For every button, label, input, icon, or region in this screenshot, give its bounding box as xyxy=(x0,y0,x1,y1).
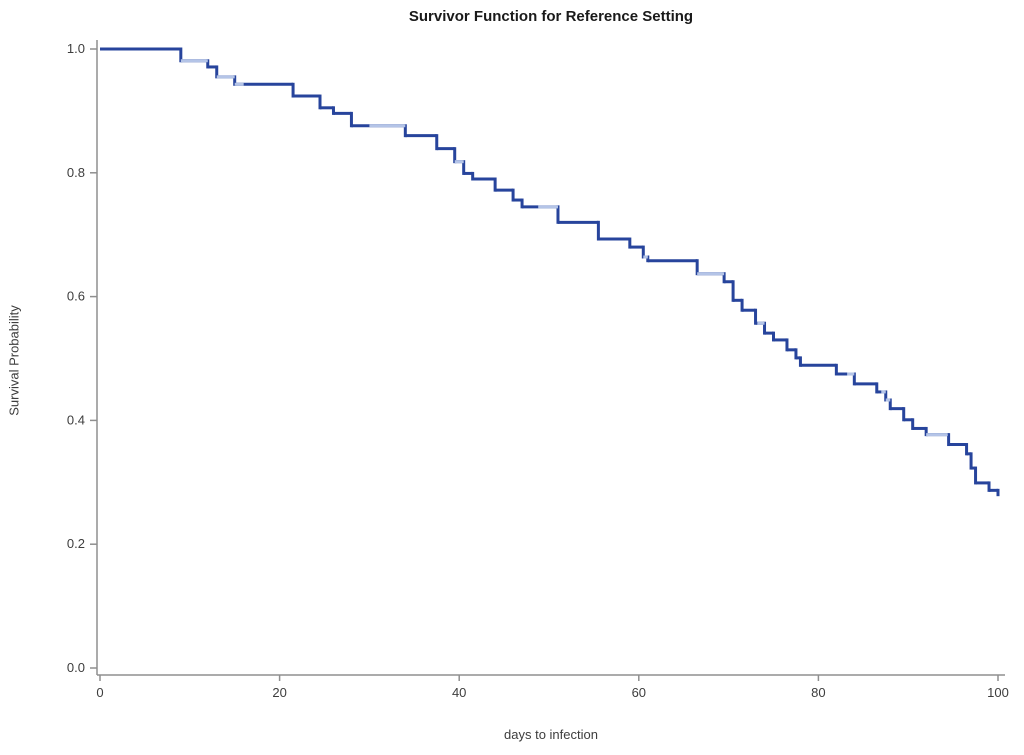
y-tick-label: 0.4 xyxy=(67,412,85,427)
x-tick-label: 80 xyxy=(811,685,825,700)
y-tick-label: 0.2 xyxy=(67,536,85,551)
x-tick-label: 20 xyxy=(272,685,286,700)
y-tick-label: 1.0 xyxy=(67,41,85,56)
x-tick-label: 40 xyxy=(452,685,466,700)
chart-title: Survivor Function for Reference Setting xyxy=(408,8,694,25)
y-tick-label: 0.8 xyxy=(67,165,85,180)
x-tick-label: 0 xyxy=(96,685,103,700)
y-tick-label: 0.6 xyxy=(67,289,85,304)
x-axis-label: days to infection xyxy=(504,727,598,742)
x-tick-label: 100 xyxy=(987,685,1009,700)
x-tick-label: 60 xyxy=(632,685,646,700)
y-tick-label: 0.0 xyxy=(67,660,85,675)
